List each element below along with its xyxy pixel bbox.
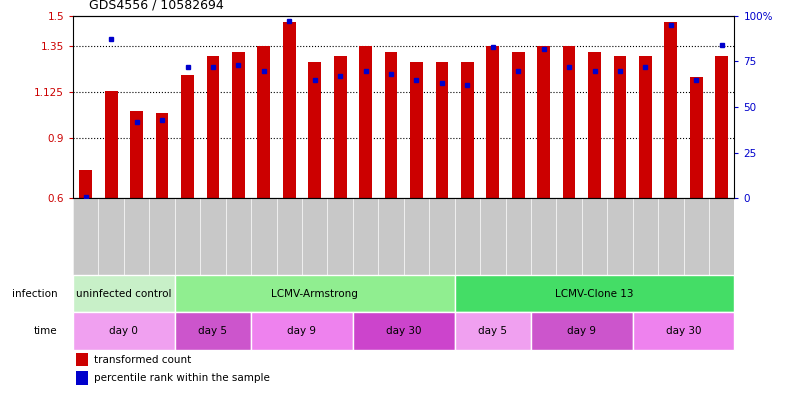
Bar <box>512 52 525 198</box>
Bar <box>76 371 88 385</box>
Bar <box>257 46 270 198</box>
Bar <box>690 77 703 198</box>
Bar <box>633 312 734 350</box>
Bar <box>538 46 550 198</box>
Bar <box>614 56 626 198</box>
Bar <box>563 46 576 198</box>
Bar <box>715 56 728 198</box>
Bar <box>487 46 499 198</box>
Text: transformed count: transformed count <box>94 354 191 365</box>
Bar <box>130 111 143 198</box>
Text: LCMV-Clone 13: LCMV-Clone 13 <box>555 289 634 299</box>
Bar <box>76 353 88 366</box>
Bar <box>436 62 449 198</box>
Bar <box>175 312 251 350</box>
Text: infection: infection <box>12 289 58 299</box>
Text: LCMV-Armstrong: LCMV-Armstrong <box>272 289 358 299</box>
Bar <box>73 312 175 350</box>
Text: day 5: day 5 <box>198 326 227 336</box>
Bar <box>105 91 118 198</box>
Text: GDS4556 / 10582694: GDS4556 / 10582694 <box>89 0 224 12</box>
Bar <box>665 22 677 198</box>
Bar <box>333 56 346 198</box>
Bar <box>251 312 353 350</box>
Bar <box>308 62 321 198</box>
Bar <box>206 56 219 198</box>
Bar <box>410 62 423 198</box>
Bar <box>232 52 245 198</box>
Bar <box>175 275 455 312</box>
Text: day 30: day 30 <box>386 326 422 336</box>
Bar <box>181 75 194 198</box>
Text: uninfected control: uninfected control <box>76 289 172 299</box>
Bar <box>455 275 734 312</box>
Text: day 0: day 0 <box>110 326 138 336</box>
Bar <box>353 312 455 350</box>
Text: day 9: day 9 <box>568 326 596 336</box>
Text: percentile rank within the sample: percentile rank within the sample <box>94 373 269 384</box>
Bar <box>384 52 397 198</box>
Bar <box>461 62 474 198</box>
Bar <box>283 22 295 198</box>
Text: time: time <box>34 326 58 336</box>
Text: day 5: day 5 <box>478 326 507 336</box>
Bar <box>455 312 531 350</box>
Bar <box>359 46 372 198</box>
Bar <box>79 170 92 198</box>
Bar <box>73 275 175 312</box>
Text: day 30: day 30 <box>666 326 701 336</box>
Bar <box>156 113 168 198</box>
Bar <box>639 56 652 198</box>
Bar <box>588 52 601 198</box>
Bar <box>531 312 633 350</box>
Text: day 9: day 9 <box>287 326 317 336</box>
